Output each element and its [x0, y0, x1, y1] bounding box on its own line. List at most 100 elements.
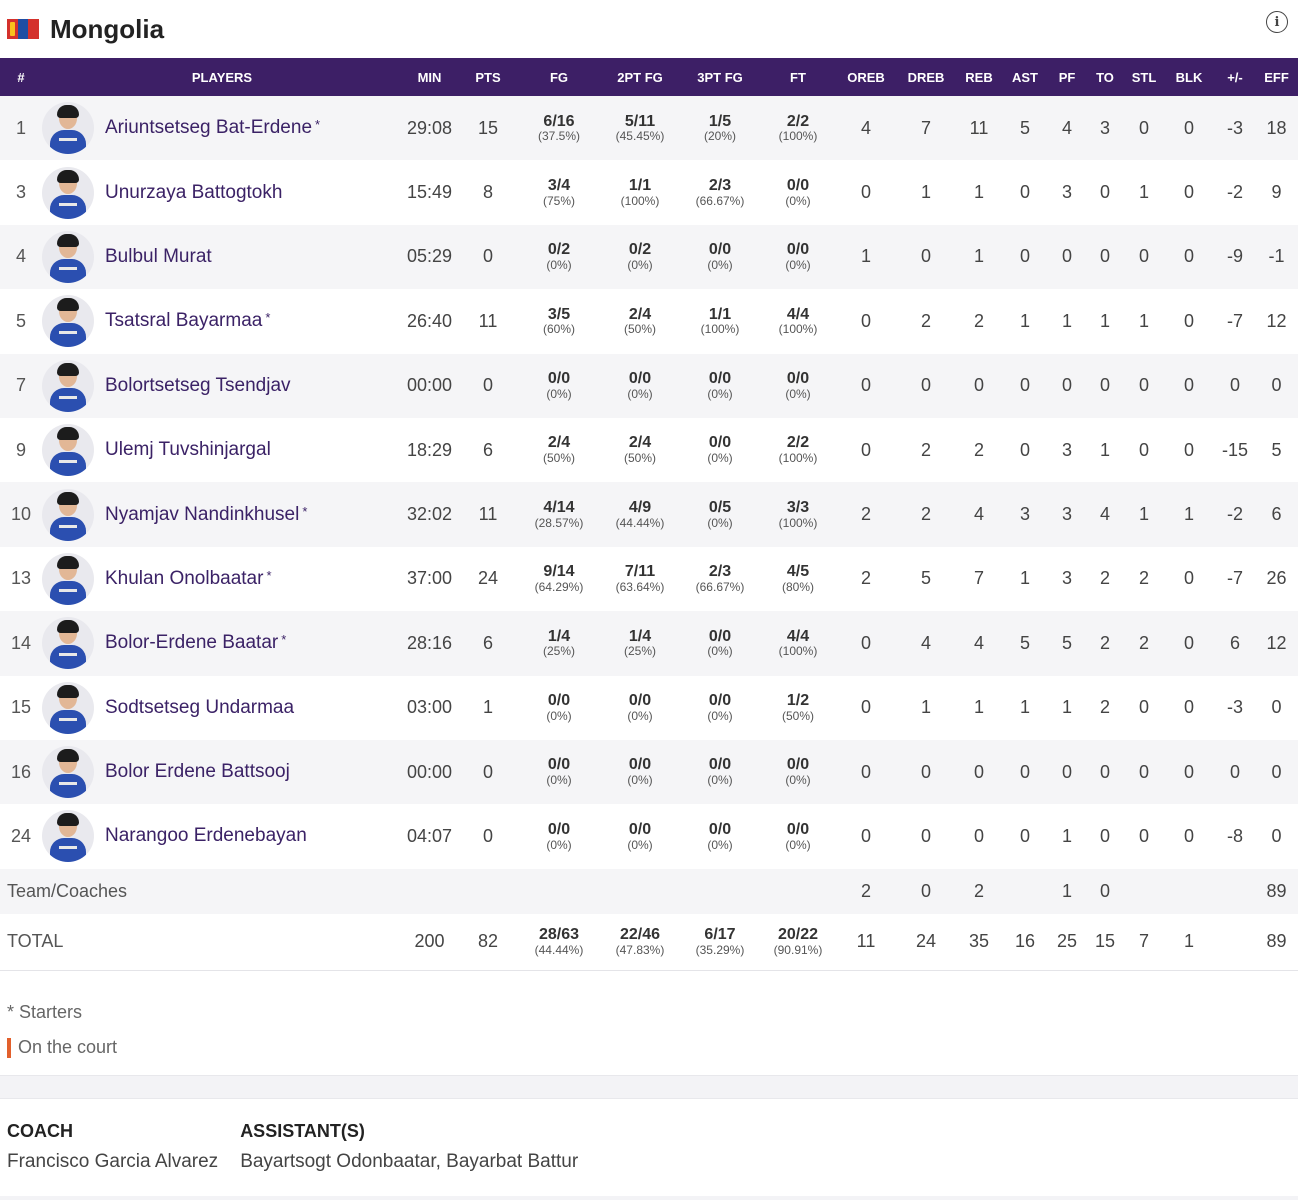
- column-header[interactable]: OREB: [847, 69, 885, 85]
- column-header[interactable]: +/-: [1227, 69, 1243, 85]
- player-name-link[interactable]: Ulemj Tuvshinjargal: [105, 439, 271, 461]
- stat-cell: 0: [1099, 880, 1110, 901]
- player-cell[interactable]: Ulemj Tuvshinjargal: [42, 418, 402, 482]
- player-name-link[interactable]: Unurzaya Battogtokh: [105, 181, 283, 203]
- column-header[interactable]: EFF: [1264, 69, 1289, 85]
- legend-on-court: On the court: [7, 1030, 1291, 1065]
- player-cell[interactable]: Bolortsetseg Tsendjav: [42, 354, 402, 418]
- on-court-marker: [7, 1037, 11, 1058]
- stat-cell: 0: [1061, 375, 1072, 396]
- column-header[interactable]: #: [17, 69, 25, 85]
- shot-cell: 4/14 (28.57%): [519, 482, 599, 546]
- stat-cell: 00:00: [406, 375, 453, 396]
- player-cell[interactable]: Ariuntsetseg Bat-Erdene *: [42, 96, 402, 160]
- shot-cell: 1/1 (100%): [599, 160, 681, 224]
- player-cell[interactable]: Narangoo Erdenebayan: [42, 804, 402, 868]
- table-row[interactable]: 24 Narangoo Erdenebayan 04:07 0 0/0 (0%) 0/0 (0…: [0, 804, 1298, 869]
- stat-cell: 0: [920, 825, 931, 846]
- player-name-link[interactable]: Tsatsral Bayarmaa *: [105, 310, 271, 332]
- assistant-column: ASSISTANT(S) Bayartsogt Odonbaatar, Baya…: [240, 1121, 578, 1196]
- shot-percentage: (0%): [785, 773, 811, 788]
- shot-cell: 2/3 (66.67%): [681, 160, 759, 224]
- stat-cell: 0: [1183, 375, 1194, 396]
- column-header[interactable]: AST: [1012, 69, 1038, 85]
- column-header[interactable]: TO: [1096, 69, 1114, 85]
- stat-cell: 5: [15, 310, 26, 331]
- shot-percentage: (0%): [627, 258, 653, 273]
- stat-cell: 26: [1266, 568, 1287, 589]
- stat-cell: 0: [1019, 182, 1030, 203]
- stat-cell: 3: [1061, 182, 1072, 203]
- player-name-link[interactable]: Nyamjav Nandinkhusel *: [105, 503, 308, 525]
- column-header[interactable]: REB: [965, 69, 993, 85]
- player-cell[interactable]: Nyamjav Nandinkhusel *: [42, 482, 402, 546]
- shots-made-attempted: 0/0: [547, 820, 571, 838]
- table-row[interactable]: 4 Bulbul Murat 05:29 0 0/2 (0%) 0/2 (0%) 0/0 (0%)…: [0, 224, 1298, 290]
- stat-cell: 0: [973, 825, 984, 846]
- stat-cell: 1: [973, 697, 984, 718]
- stat-cell: 0: [1019, 761, 1030, 782]
- shots-made-attempted: 1/4: [547, 627, 571, 645]
- player-name-link[interactable]: Sodtsetseg Undarmaa: [105, 696, 295, 718]
- table-row[interactable]: 16 Bolor Erdene Battsooj 00:00 0 0/0 (0%) 0/0(…: [0, 739, 1298, 805]
- player-cell[interactable]: Unurzaya Battogtokh: [42, 160, 402, 224]
- stat-cell: [759, 869, 837, 914]
- player-cell[interactable]: Bulbul Murat: [42, 225, 402, 289]
- table-row[interactable]: 1 Ariuntsetseg Bat-Erdene * 29:08 15 6/16 (37.…: [0, 96, 1298, 161]
- shot-percentage: (100%): [778, 644, 818, 659]
- column-header[interactable]: PF: [1058, 69, 1076, 85]
- stat-cell: 9: [1271, 182, 1282, 203]
- stat-cell: 5: [1019, 632, 1030, 653]
- stat-cell: 05:29: [406, 246, 453, 267]
- column-header[interactable]: DREB: [907, 69, 945, 85]
- stat-cell: 0: [1229, 761, 1240, 782]
- stat-cell: 1: [1138, 504, 1149, 525]
- stat-cell: [1163, 869, 1215, 914]
- stat-cell: 2: [860, 880, 871, 901]
- player-cell[interactable]: Khulan Onolbaatar *: [42, 547, 402, 611]
- column-header[interactable]: STL: [1131, 69, 1157, 85]
- stat-cell: [1001, 869, 1049, 914]
- stat-cell: 1: [1019, 697, 1030, 718]
- player-name-link[interactable]: Bolor-Erdene Baatar *: [105, 632, 287, 654]
- stat-cell: 11: [856, 931, 876, 952]
- player-name-link[interactable]: Ariuntsetseg Bat-Erdene *: [105, 117, 321, 139]
- stat-cell: 0: [1229, 375, 1240, 396]
- player-name-link[interactable]: Bulbul Murat: [105, 245, 212, 267]
- stat-cell: 2: [860, 504, 871, 525]
- column-header[interactable]: FT: [790, 69, 806, 85]
- player-cell[interactable]: Sodtsetseg Undarmaa: [42, 676, 402, 740]
- shot-cell: 0/0 (0%): [681, 740, 759, 804]
- player-cell[interactable]: Bolor Erdene Battsooj: [42, 740, 402, 804]
- table-row[interactable]: 5 Tsatsral Bayarmaa * 26:40 11 3/5 (60%) 2/4 (50…: [0, 289, 1298, 354]
- player-name-link[interactable]: Narangoo Erdenebayan: [105, 825, 307, 847]
- table-row[interactable]: 15 Sodtsetseg Undarmaa 03:00 1 0/0 (0%) 0/0 (0%…: [0, 675, 1298, 740]
- table-row[interactable]: 10 Nyamjav Nandinkhusel * 32:02 11 4/14 (28.57…: [0, 482, 1298, 547]
- table-row[interactable]: 14 Bolor-Erdene Baatar * 28:16 6 1/4 (25%) 1/4(…: [0, 611, 1298, 676]
- player-name-link[interactable]: Bolortsetseg Tsendjav: [105, 374, 291, 396]
- table-row[interactable]: 9 Ulemj Tuvshinjargal 18:29 6 2/4 (50%) 2/4 (50…: [0, 417, 1298, 483]
- player-name-link[interactable]: Bolor Erdene Battsooj: [105, 761, 290, 783]
- shot-percentage: (0%): [546, 773, 572, 788]
- table-row[interactable]: 13 Khulan Onolbaatar * 37:00 24 9/14 (64.29%) 7…: [0, 546, 1298, 612]
- table-header-row: # PLAYERS MIN PTS FG 2PT FG 3PT FG FT OREB DREB RE…: [0, 58, 1298, 96]
- stat-cell: 0: [860, 182, 871, 203]
- player-cell[interactable]: Bolor-Erdene Baatar *: [42, 611, 402, 675]
- column-header[interactable]: MIN: [417, 69, 442, 85]
- stat-cell: 35: [968, 931, 990, 952]
- shot-cell: 0/0 (0%): [519, 676, 599, 740]
- table-row[interactable]: 7 Bolortsetseg Tsendjav 00:00 0 0/0 (0%) 0/0 (0…: [0, 353, 1298, 418]
- stat-cell: 3: [1019, 504, 1030, 525]
- column-header[interactable]: PLAYERS: [191, 69, 253, 85]
- column-header[interactable]: 2PT FG: [617, 69, 663, 85]
- info-icon[interactable]: i: [1266, 11, 1288, 33]
- player-cell[interactable]: Tsatsral Bayarmaa *: [42, 289, 402, 353]
- player-name-link[interactable]: Khulan Onolbaatar *: [105, 567, 272, 589]
- column-header[interactable]: PTS: [475, 69, 501, 85]
- column-header[interactable]: 3PT FG: [697, 69, 743, 85]
- column-header[interactable]: FG: [549, 69, 569, 85]
- table-row[interactable]: 3 Unurzaya Battogtokh 15:49 8 3/4 (75%) 1/1 (10…: [0, 160, 1298, 225]
- shot-cell: 1/4 (25%): [599, 611, 681, 675]
- column-header[interactable]: BLK: [1175, 69, 1203, 85]
- stat-cell: 2: [1138, 568, 1149, 589]
